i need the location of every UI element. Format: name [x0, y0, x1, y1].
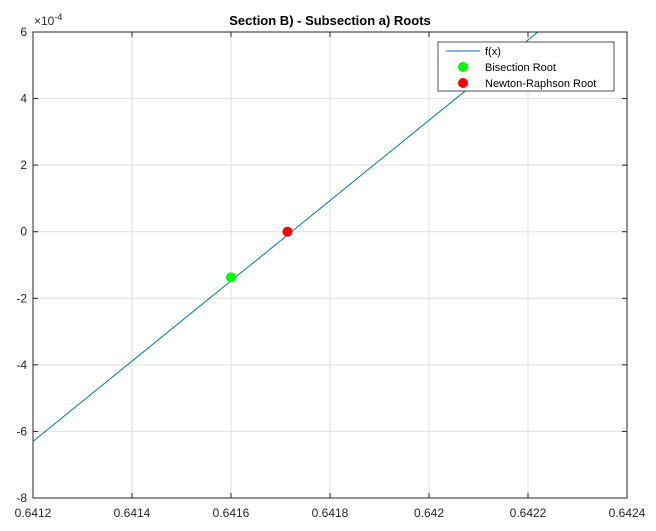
legend-label-bisection: Bisection Root [485, 62, 556, 74]
x-tick-label: 0.6422 [510, 506, 547, 520]
y-exponent-label: ×10-4 [34, 12, 62, 28]
grid [33, 32, 627, 498]
series-line-fx [33, 32, 539, 442]
y-tick-label: 6 [20, 25, 27, 39]
legend-label-newton: Newton-Raphson Root [485, 78, 596, 90]
x-tick-label: 0.642 [414, 506, 444, 520]
bisection-root-point [226, 272, 236, 283]
y-exponent-base: ×10 [34, 14, 55, 28]
x-tick-label: 0.6412 [15, 506, 52, 520]
chart-title: Section B) - Subsection a) Roots [229, 13, 431, 28]
y-tick-label: -8 [16, 491, 27, 505]
y-tick-label: 2 [20, 158, 27, 172]
newton-raphson-root-point [282, 226, 293, 237]
y-exponent-power: -4 [54, 12, 62, 22]
x-tick-label: 0.6418 [312, 506, 349, 520]
y-tick-label: 0 [20, 225, 27, 239]
x-tick-label: 0.6416 [213, 506, 250, 520]
x-tick-label: 0.6424 [609, 506, 646, 520]
plot-content [33, 32, 539, 442]
y-tick-label: -6 [16, 424, 27, 438]
x-tick-label: 0.6414 [114, 506, 151, 520]
legend-swatch-bisection [458, 62, 468, 72]
y-tick-label: -2 [16, 291, 27, 305]
legend-label-fx: f(x) [485, 46, 501, 58]
y-tick-label: 4 [20, 92, 27, 106]
legend-swatch-newton [458, 78, 468, 88]
ticks [32, 31, 628, 499]
legend: f(x) Bisection Root Newton-Raphson Root [437, 41, 615, 92]
y-tick-label: -4 [16, 358, 27, 372]
tick-labels: 0.6412 0.6414 0.6416 0.6418 0.642 0.6422 0.642… [15, 25, 646, 520]
